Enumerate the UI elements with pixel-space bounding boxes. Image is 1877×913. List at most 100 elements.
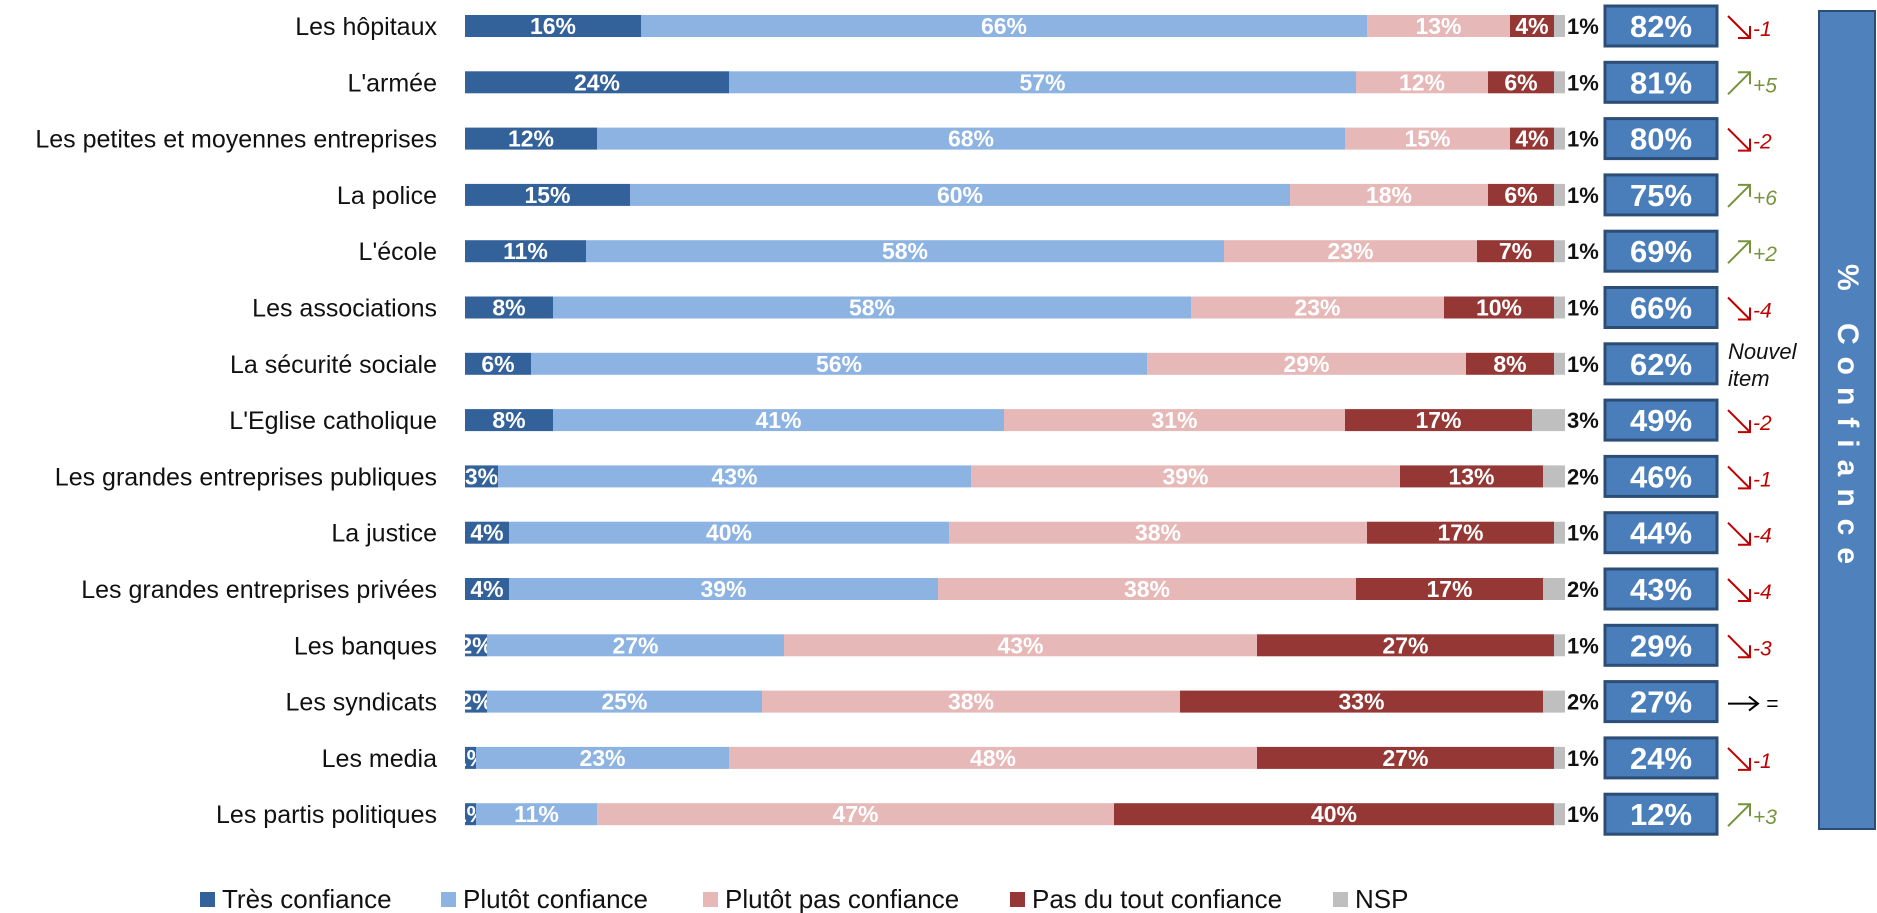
nsp-value-label: 1%	[1567, 183, 1599, 208]
confidence-total-box	[1603, 342, 1719, 386]
bar-segment	[1147, 352, 1466, 375]
bar-value-label: 48%	[970, 745, 1016, 771]
bar-value-label: 17%	[1426, 576, 1472, 602]
bar-segment	[1510, 127, 1554, 150]
trend-arrow-icon	[1727, 409, 1751, 433]
bar-value-label: 6%	[1504, 69, 1537, 95]
trend-value-label: +3	[1753, 806, 1777, 829]
category-label: La justice	[331, 520, 437, 548]
bar-value-label: 24%	[574, 69, 620, 95]
chart-row: Les banques 2% 27% 43% 27% 1% 29% -3	[294, 623, 1772, 667]
bar-segment	[630, 183, 1290, 206]
bar-segment	[1257, 746, 1554, 769]
trend-arrowhead-icon	[1738, 645, 1751, 659]
bar-segment	[1345, 127, 1510, 150]
bar-segment	[1444, 296, 1554, 319]
legend-label: Plutôt pas confiance	[725, 884, 959, 913]
bar-value-label: 17%	[1415, 407, 1461, 433]
bar-segment	[553, 296, 1191, 319]
bar-segment	[729, 71, 1356, 94]
chart-row: Les grandes entreprises privées 4% 39% 38% 1…	[81, 567, 1772, 611]
trend-value-label: -1	[1753, 468, 1772, 491]
trend-arrowhead-icon	[1738, 183, 1751, 197]
bar-value-label: 15%	[1404, 126, 1450, 152]
bar-segment	[1466, 352, 1554, 375]
legend-swatch	[1333, 892, 1348, 907]
category-label: Les media	[322, 745, 437, 773]
bar-value-label: 10%	[1476, 295, 1522, 321]
confidence-total-box	[1603, 680, 1719, 724]
chart-row: Les hôpitaux 16% 66% 13% 4% 1% 82% -1	[295, 4, 1772, 48]
bar-segment	[1345, 409, 1532, 432]
trend-value-label: -2	[1753, 412, 1772, 435]
bar-value-label: 13%	[1448, 463, 1494, 489]
confidence-total-label: 27%	[1630, 685, 1692, 720]
chart-row: L'école 11% 58% 23% 7% 1% 69% +2	[359, 229, 1777, 273]
category-label: La sécurité sociale	[230, 351, 437, 379]
confidence-total-label: 24%	[1630, 741, 1692, 776]
trend-arrow-icon	[1727, 578, 1751, 602]
bar-segment	[1543, 465, 1565, 488]
bar-segment	[1356, 578, 1543, 600]
bar-segment	[1554, 240, 1565, 263]
category-label: Les hôpitaux	[295, 13, 437, 41]
trend-value-label: -1	[1753, 18, 1772, 41]
bar-value-label: 23%	[1294, 295, 1340, 321]
bar-segment	[487, 634, 784, 657]
trend-arrowhead-icon	[1738, 26, 1751, 39]
trend-value-label: -1	[1753, 750, 1772, 773]
chart-row: Les grandes entreprises publiques 3% 43% 39…	[55, 454, 1772, 498]
nsp-value-label: 1%	[1567, 70, 1599, 95]
nsp-value-label: 1%	[1567, 127, 1599, 152]
trend-value-label: +6	[1753, 187, 1777, 210]
trend-arrowhead-icon	[1738, 476, 1751, 490]
bar-segment	[1532, 409, 1565, 432]
bar-segment	[465, 296, 553, 319]
bar-value-label: 13%	[1415, 13, 1461, 39]
bar-segment	[729, 746, 1257, 769]
legend-swatch	[1010, 892, 1025, 907]
trend-value-label: -4	[1753, 300, 1772, 323]
bar-value-label: 43%	[711, 463, 757, 489]
bar-segment	[1367, 15, 1510, 37]
nsp-value-label: 2%	[1567, 690, 1599, 715]
confidence-total-label: 44%	[1630, 516, 1692, 551]
bar-segment	[1290, 183, 1488, 206]
legend-item: Très confiance	[200, 884, 392, 913]
bar-segment	[1257, 634, 1554, 657]
bar-segment	[1554, 352, 1565, 375]
bar-segment	[1180, 690, 1543, 713]
category-label: Les associations	[252, 295, 437, 323]
bar-segment	[1400, 465, 1543, 488]
category-label: Les grandes entreprises publiques	[55, 463, 437, 491]
legend-item: NSP	[1333, 884, 1408, 913]
bar-value-label: 4%	[470, 520, 503, 546]
bar-value-label: 57%	[1019, 69, 1065, 95]
trend-arrowhead-icon	[1738, 532, 1751, 546]
confidence-total-box	[1603, 117, 1719, 161]
trend-value-label: +2	[1753, 243, 1777, 266]
nsp-value-label: 2%	[1567, 577, 1599, 602]
bar-value-label: 27%	[1382, 632, 1428, 658]
trend-arrowhead-icon	[1748, 695, 1760, 712]
bar-segment	[1543, 690, 1565, 713]
confidence-total-label: 66%	[1630, 291, 1692, 326]
bar-value-label: 18%	[1366, 182, 1412, 208]
bar-value-label: 27%	[1382, 745, 1428, 771]
chart-row: Les associations 8% 58% 23% 10% 1% 66% -4	[252, 286, 1772, 329]
trend-value-label: -2	[1753, 131, 1772, 154]
bar-value-label: 47%	[832, 801, 878, 827]
legend-label: Plutôt confiance	[463, 884, 648, 913]
bar-value-label: 11%	[503, 238, 548, 264]
bar-segment	[465, 240, 586, 263]
trend-arrowhead-icon	[1738, 240, 1751, 254]
nsp-value-label: 1%	[1567, 802, 1599, 827]
bar-value-label: 4%	[1515, 13, 1548, 39]
bar-segment	[1356, 71, 1488, 94]
confidence-total-label: 29%	[1630, 628, 1692, 663]
nsp-value-label: 1%	[1567, 521, 1599, 546]
chart-row: Les media 1% 23% 48% 27% 1% 24% -1	[322, 736, 1772, 780]
trend-arrow-icon	[1727, 240, 1751, 264]
bar-segment	[465, 183, 630, 206]
